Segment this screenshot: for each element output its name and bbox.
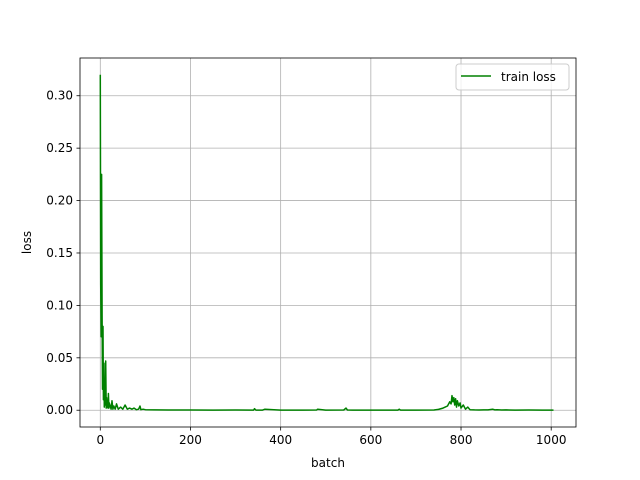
y-axis-label: loss xyxy=(20,231,34,254)
grid xyxy=(80,58,576,427)
y-tick-label: 0.05 xyxy=(46,351,73,365)
y-tick-label: 0.30 xyxy=(46,89,73,103)
y-tick-label: 0.25 xyxy=(46,141,73,155)
x-tick-label: 600 xyxy=(359,433,382,447)
y-tick-label: 0.10 xyxy=(46,298,73,312)
series-line-train-loss xyxy=(99,74,554,411)
series-layer xyxy=(99,74,554,411)
legend: train loss xyxy=(455,63,570,91)
x-tick-label: 200 xyxy=(179,433,202,447)
y-tick-label: 0.20 xyxy=(46,194,73,208)
x-tick-label: 0 xyxy=(96,433,104,447)
x-tick-label: 400 xyxy=(269,433,292,447)
y-tick-label: 0.15 xyxy=(46,246,73,260)
y-tick-label: 0.00 xyxy=(46,403,73,417)
plot-frame xyxy=(79,57,577,428)
x-tick-label: 800 xyxy=(450,433,473,447)
legend-box xyxy=(455,63,570,91)
x-axis-label: batch xyxy=(311,456,345,470)
legend-label-train-loss: train loss xyxy=(501,70,556,84)
ticks: 0 200 400 600 800 1000 0.00 0.05 0.10 0.15 0.20 0.2… xyxy=(46,89,566,447)
x-tick-label: 1000 xyxy=(536,433,567,447)
